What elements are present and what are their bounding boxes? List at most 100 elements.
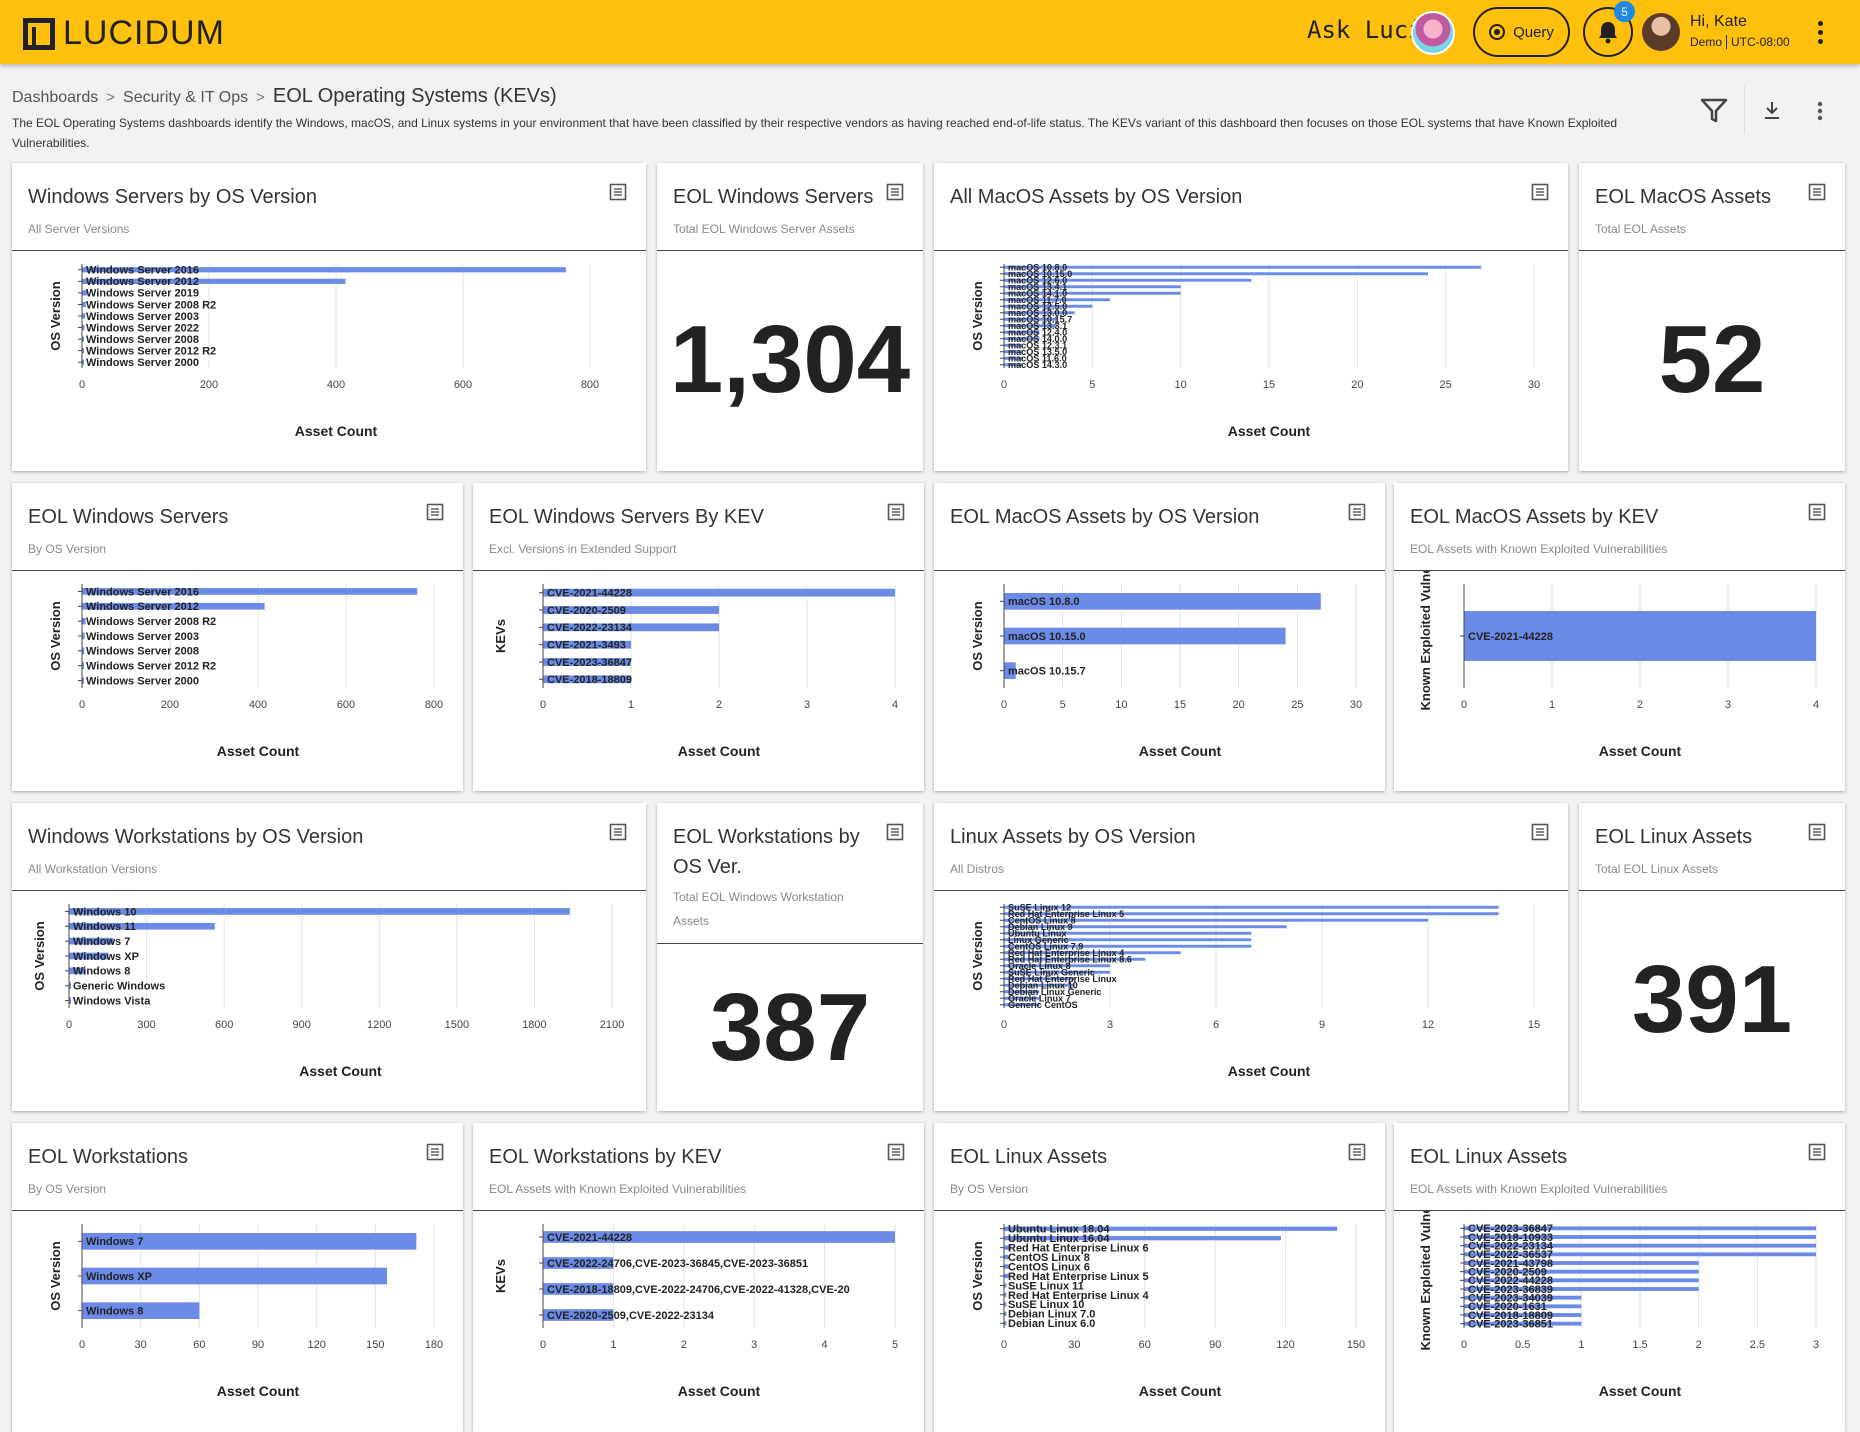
user-greeting[interactable]: Hi, Kate <box>1690 13 1747 30</box>
card-eol-linux-assets-total: EOL Linux Assets Total EOL Linux Assets … <box>1579 803 1845 1111</box>
card-all-macos-assets-by-os-version: All MacOS Assets by OS Version 0 5 10 15 20 2… <box>934 163 1568 471</box>
category-label: Red Hat Enterprise Linux <box>1008 974 1117 984</box>
bar-chart: 0 1 2 3 4 5 CVE-2021-44228 CVE-2022-24706,CVE-2… <box>493 1224 898 1399</box>
bar <box>1004 278 1252 282</box>
logo-mark <box>23 17 55 50</box>
table-view-icon[interactable] <box>426 503 448 525</box>
x-tick-label: 10 <box>1115 699 1127 711</box>
table-view-icon[interactable] <box>887 503 909 525</box>
download-button[interactable] <box>1757 96 1787 126</box>
bar-chart: 0 1 2 3 4 CVE-2021-44228 CVE-2020-2509 CVE-2022… <box>493 584 898 759</box>
bar <box>1464 1278 1699 1283</box>
x-tick-label: 0 <box>1001 1019 1007 1031</box>
x-tick-label: 1 <box>1549 699 1555 711</box>
bar <box>82 278 346 284</box>
page-more-button[interactable] <box>1805 96 1835 126</box>
table-view-icon[interactable] <box>1531 823 1553 845</box>
x-tick-label: 15 <box>1263 379 1275 391</box>
x-tick-label: 10 <box>1175 379 1187 391</box>
table-view-icon[interactable] <box>886 183 908 205</box>
bar <box>1004 265 1481 269</box>
x-axis-title: Asset Count <box>1599 743 1682 759</box>
card-title: EOL MacOS Assets by KEV <box>1410 506 1659 528</box>
category-label: Red Hat Enterprise Linux 5 <box>1008 909 1124 919</box>
x-tick-label: 1.5 <box>1632 1339 1647 1351</box>
card-eol-linux-assets-by-kev: EOL Linux Assets EOL Assets with Known E… <box>1394 1123 1845 1432</box>
category-label: macOS 10.8.0 <box>1008 262 1067 272</box>
category-label: macOS 12.4.0 <box>1008 327 1067 337</box>
x-tick-label: 20 <box>1351 379 1363 391</box>
divider <box>1394 570 1845 571</box>
x-tick-label: 90 <box>252 1339 264 1351</box>
category-label: Windows 11 <box>73 921 136 933</box>
x-tick-label: 2 <box>1637 699 1643 711</box>
notifications-button[interactable] <box>1583 7 1633 57</box>
table-view-icon[interactable] <box>886 823 908 845</box>
filter-button[interactable] <box>1699 96 1729 126</box>
table-view-icon[interactable] <box>1348 503 1370 525</box>
user-avatar[interactable] <box>1642 13 1680 51</box>
bar <box>82 267 566 273</box>
luci-avatar[interactable] <box>1411 11 1455 55</box>
x-tick-label: 90 <box>1209 1339 1221 1351</box>
table-view-icon[interactable] <box>609 183 631 205</box>
table-view-icon[interactable] <box>1348 1143 1370 1165</box>
bell-icon <box>1599 22 1617 44</box>
category-label: SuSE Linux 12 <box>1008 902 1071 912</box>
category-label: CVE-2021-43798 <box>1468 1258 1553 1270</box>
category-label: macOS 12.3.1 <box>1008 340 1067 350</box>
category-label: SuSE Linux 10 <box>1008 1299 1084 1311</box>
category-label: CVE-2018-18809 <box>547 674 632 686</box>
category-label: macOS 10.15.0 <box>1008 631 1086 643</box>
x-tick-label: 0 <box>1001 1339 1007 1351</box>
divider <box>1579 250 1845 251</box>
category-label: CentOS Linux 8 <box>1008 1252 1090 1264</box>
bar <box>543 640 631 649</box>
table-view-icon[interactable] <box>1808 1143 1830 1165</box>
card-title: EOL MacOS Assets <box>1595 186 1771 208</box>
bar <box>1004 918 1428 922</box>
category-label: SuSE Linux Generic <box>1008 967 1095 977</box>
table-view-icon[interactable] <box>426 1143 448 1165</box>
bar <box>1004 343 1022 347</box>
more-vert-icon[interactable] <box>1808 18 1832 46</box>
category-label: Windows XP <box>86 1271 152 1283</box>
bar <box>1464 611 1816 661</box>
divider <box>1726 35 1728 49</box>
bar <box>1004 996 1040 1000</box>
table-view-icon[interactable] <box>887 1143 909 1165</box>
x-tick-label: 150 <box>1347 1339 1365 1351</box>
bar <box>1004 627 1286 645</box>
table-view-icon[interactable] <box>1808 183 1830 205</box>
x-tick-label: 9 <box>1319 1019 1325 1031</box>
x-tick-label: 2.5 <box>1750 1339 1765 1351</box>
breadcrumb-security-it-ops[interactable]: Security & IT Ops <box>123 89 249 106</box>
category-label: macOS 10.8.0 <box>1008 596 1080 608</box>
card-title: EOL Windows Servers <box>673 186 874 208</box>
bar <box>1004 1292 1007 1298</box>
card-subtitle: By OS Version <box>950 1182 1029 1196</box>
bar <box>82 301 86 308</box>
bar <box>1004 1283 1007 1288</box>
bar <box>1464 1261 1699 1265</box>
category-label: Oracle Linux 7 <box>1008 993 1071 1003</box>
bar <box>82 617 86 625</box>
table-view-icon[interactable] <box>1808 823 1830 845</box>
table-view-icon[interactable] <box>609 823 631 845</box>
y-axis-title: OS Version <box>970 281 985 350</box>
breadcrumb-dashboards[interactable]: Dashboards <box>12 89 99 106</box>
category-label: Windows Server 2000 <box>86 675 199 687</box>
card-windows-servers-by-os-version: Windows Servers by OS Version All Server… <box>12 163 646 471</box>
table-view-icon[interactable] <box>1808 503 1830 525</box>
bar <box>1004 311 1075 315</box>
bar <box>82 588 418 595</box>
category-label: macOS 10.15.7 <box>1008 666 1086 678</box>
bar <box>1004 317 1057 321</box>
category-label: Windows 8 <box>86 1306 143 1318</box>
query-button[interactable]: Query <box>1473 7 1570 57</box>
category-label: CVE-2022-24706,CVE-2023-36845,CVE-2023-3… <box>547 1258 808 1270</box>
table-view-icon[interactable] <box>1531 183 1553 205</box>
bar <box>82 1302 200 1319</box>
lucidum-logo[interactable]: LUCIDUM <box>23 14 225 53</box>
